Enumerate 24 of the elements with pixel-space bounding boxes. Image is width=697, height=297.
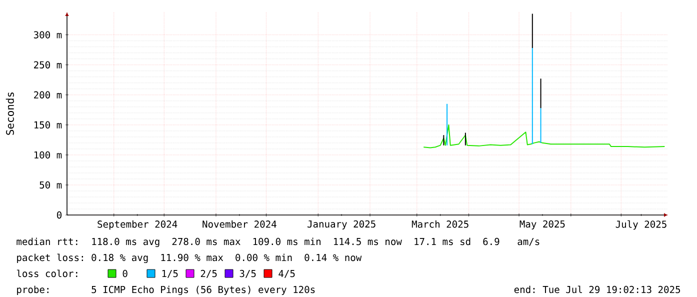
text: probe: 5 ICMP Echo Pings (56 Bytes) every 120s: [17, 286, 315, 296]
legend-label: 4/5: [278, 270, 295, 278]
legend-label: 2/5: [200, 270, 217, 278]
y-tick-label: 50 m: [40, 181, 62, 189]
x-tick-label: September 2024: [98, 220, 178, 230]
legend-title: loss color:: [16, 270, 78, 278]
legend-label: 0: [122, 270, 128, 278]
x-tick-label: March 2025: [412, 220, 468, 228]
x-tick-label: May 2025: [520, 220, 565, 230]
y-tick-label: 0: [56, 211, 62, 219]
x-tick-label: November 2024: [202, 220, 276, 228]
y-tick-label: 250 m: [34, 61, 62, 68]
y-tick-label: 150 m: [34, 121, 62, 129]
y-tick-label: 100 m: [34, 151, 62, 159]
legend-label: 1/5: [162, 270, 178, 278]
y-axis-title: Seconds: [6, 92, 14, 135]
y-tick-label: 200 m: [34, 91, 62, 99]
x-tick-label: January 2025: [308, 220, 376, 230]
text: end: Tue Jul 29 19:02:13 2025: [514, 286, 680, 294]
legend-label: 3/5: [240, 270, 256, 278]
text: packet loss: 0.18 % avg 11.90 % max 0.00 % min 0.14 % now: [17, 254, 362, 264]
y-tick-label: 300 m: [34, 31, 62, 38]
x-tick-label: July 2025: [616, 220, 666, 230]
text: median rtt: 118.0 ms avg 278.0 ms max 109.0 ms min 114.5 ms now 17.1 ms sd 6.9 am/s: [16, 238, 540, 248]
